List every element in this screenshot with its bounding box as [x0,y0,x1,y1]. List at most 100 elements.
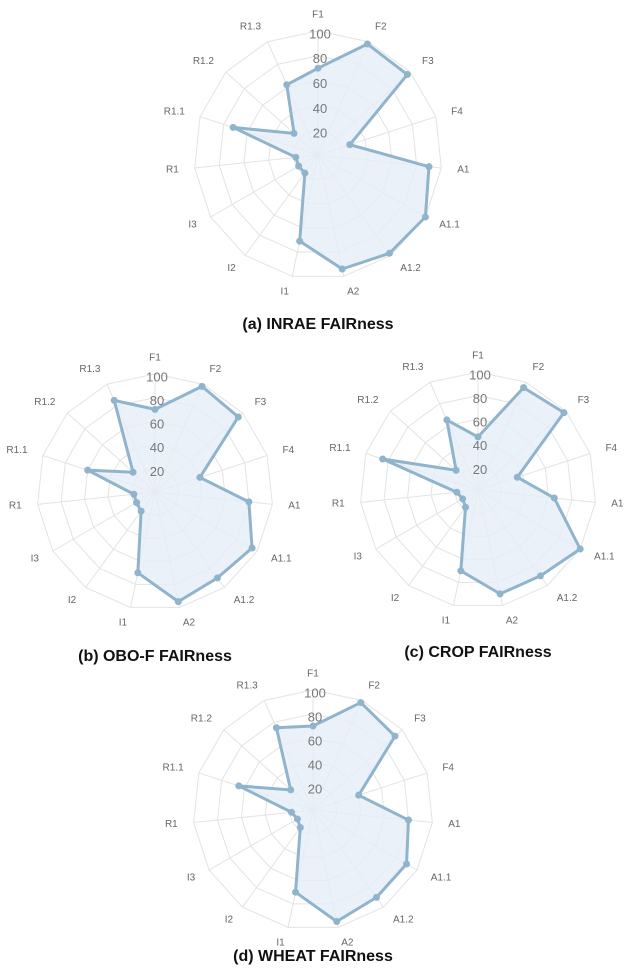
r-tick-label: 20 [313,126,327,141]
radar-point [372,893,380,901]
category-label: A1 [448,819,461,830]
category-label: R1.3 [402,362,424,373]
radar-point [403,860,411,868]
radar-point [301,169,309,177]
category-label: R1.2 [34,397,56,408]
radar-point [346,141,354,149]
radar-area [231,42,431,271]
chart-caption: (b) OBO-F FAIRness [78,648,232,665]
category-label: A1.2 [234,595,255,606]
radar-point [295,162,303,170]
radar-point [245,498,253,506]
radar-point [129,468,137,476]
category-label: I2 [68,595,77,606]
category-label: I3 [354,552,363,563]
category-label: R1.1 [6,445,28,456]
radar-point [403,71,411,79]
category-label: F1 [149,353,161,364]
category-label: A1.1 [271,554,292,565]
category-label: I1 [281,287,290,298]
radar-point [229,123,237,131]
radar-point [234,413,242,421]
radar-point [130,490,138,498]
category-label: I2 [391,593,400,604]
radar-point [391,732,399,740]
category-label: A1 [611,499,624,510]
category-label: R1 [165,819,178,830]
category-label: A1.1 [594,552,615,563]
category-label: I3 [188,220,197,231]
category-label: A2 [506,616,519,627]
r-tick-label: 40 [313,101,327,116]
category-label: F2 [533,362,545,373]
radar-point [283,81,291,89]
radar-point [288,808,296,816]
category-label: R1.3 [79,364,101,375]
category-label: A2 [347,287,360,298]
category-label: A2 [183,618,196,629]
category-label: R1.1 [329,443,351,454]
category-label: F2 [375,22,387,33]
radar-point [379,455,387,463]
category-label: F4 [605,443,617,454]
radar-point [452,466,460,474]
radar-point [457,567,465,575]
r-tick-label: 100 [309,26,331,41]
category-label: R1 [166,164,179,175]
category-label: A1 [288,501,301,512]
radar-point [496,590,504,598]
radar-point [84,466,92,474]
radar-point [309,722,317,730]
r-tick-label: 100 [469,367,491,382]
radar-point [425,163,433,171]
radar-point [576,545,584,553]
r-tick-label: 80 [308,709,322,724]
category-label: F4 [442,763,454,774]
radar-point [385,249,393,257]
r-tick-label: 20 [473,462,487,477]
radar-point [198,382,206,390]
category-label: A1.2 [557,593,578,604]
category-label: I1 [276,938,285,949]
r-tick-label: 80 [313,51,327,66]
radar-point [550,494,558,502]
radar-point [462,503,470,511]
radar-point [292,888,300,896]
category-label: F3 [422,56,434,67]
r-tick-label: 60 [473,415,487,430]
category-label: R1.3 [240,22,262,33]
radar-point [474,433,482,441]
category-label: I1 [119,618,128,629]
r-tick-label: 100 [146,369,168,384]
category-label: F1 [307,669,319,680]
radar-area [86,384,254,604]
r-tick-label: 100 [304,685,326,700]
r-tick-label: 20 [150,464,164,479]
category-label: I2 [225,915,234,926]
radar-point [134,569,142,577]
radar-point [292,153,300,161]
radar-point [443,416,451,424]
radar-point [421,213,429,221]
grid-ring [193,689,433,928]
r-tick-label: 80 [473,391,487,406]
category-label: A1.1 [431,873,452,884]
radar-point [151,405,159,413]
category-label: F3 [414,714,426,725]
category-label: R1.2 [357,395,379,406]
radar-point [174,598,182,606]
category-label: R1.1 [164,106,186,117]
category-label: F3 [255,397,267,408]
chart-caption: (d) WHEAT FAIRness [233,948,393,965]
radar-point [137,507,145,515]
radar-point [560,409,568,417]
category-label: R1 [9,501,22,512]
radar-point [513,473,521,481]
grid-ring [360,371,596,606]
radar-point [293,815,301,823]
radar-point [296,823,304,831]
grid-ring [194,30,442,277]
radar-area [381,386,582,596]
radar-point [536,572,544,580]
